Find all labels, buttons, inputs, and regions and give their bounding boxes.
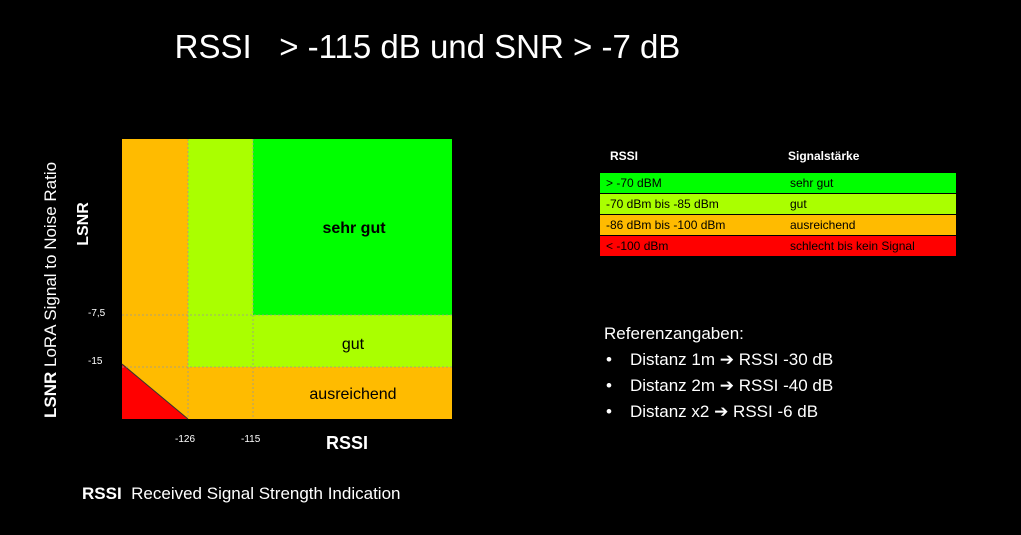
- legend-label: gut: [790, 197, 807, 211]
- legend-row: > -70 dBM sehr gut: [600, 173, 956, 193]
- reference-item: Distanz x2 ➔ RSSI -6 dB: [604, 399, 833, 425]
- x-tick-115: -115: [241, 434, 261, 445]
- x-axis-label: RSSI: [326, 433, 369, 453]
- zone-gut: [253, 315, 452, 367]
- legend-range: -86 dBm bis -100 dBm: [606, 218, 726, 232]
- reference-item: Distanz 1m ➔ RSSI -30 dB: [604, 347, 833, 373]
- reference-heading: Referenzangaben:: [604, 324, 744, 343]
- zone-orange-left: [122, 139, 188, 419]
- zone-label-gut: gut: [342, 336, 365, 353]
- legend-range: < -100 dBm: [606, 239, 669, 253]
- zone-ausreichend: [253, 367, 452, 419]
- page-title: RSSI > -115 dB und SNR > -7 dB: [174, 28, 681, 65]
- legend-header-rssi: RSSI: [610, 149, 639, 163]
- reference-list: Distanz 1m ➔ RSSI -30 dB Distanz 2m ➔ RS…: [604, 347, 833, 425]
- reference-notes: Referenzangaben: Distanz 1m ➔ RSSI -30 d…: [604, 321, 833, 425]
- rssi-definition-abbr: RSSI: [82, 484, 122, 503]
- zone-label-sehr-gut: sehr gut: [322, 220, 386, 237]
- zone-sehr-gut: [253, 139, 452, 315]
- legend-row: -70 dBm bis -85 dBm gut: [600, 194, 956, 214]
- x-tick-126: -126: [175, 434, 196, 445]
- legend-range: -70 dBm bis -85 dBm: [606, 197, 719, 211]
- rssi-definition: RSSI Received Signal Strength Indication: [82, 484, 400, 504]
- legend-header-signal: Signalstärke: [788, 149, 860, 163]
- zone-label-ausreichend: ausreichend: [309, 386, 396, 403]
- rssi-definition-text: Received Signal Strength Indication: [131, 484, 401, 503]
- legend-label: ausreichend: [790, 218, 856, 232]
- legend-row: -86 dBm bis -100 dBm ausreichend: [600, 215, 956, 235]
- zone-lime-mid: [188, 139, 253, 367]
- y-tick-15: -15: [88, 356, 103, 367]
- reference-item: Distanz 2m ➔ RSSI -40 dB: [604, 373, 833, 399]
- zone-orange-mid: [188, 367, 253, 419]
- legend-range: > -70 dBM: [606, 176, 662, 190]
- y-tick-7-5: -7,5: [88, 308, 106, 319]
- legend-label: schlecht bis kein Signal: [790, 239, 915, 253]
- legend-row: < -100 dBm schlecht bis kein Signal: [600, 236, 956, 256]
- legend-label: sehr gut: [790, 176, 834, 190]
- triangle-edge: [121, 363, 189, 420]
